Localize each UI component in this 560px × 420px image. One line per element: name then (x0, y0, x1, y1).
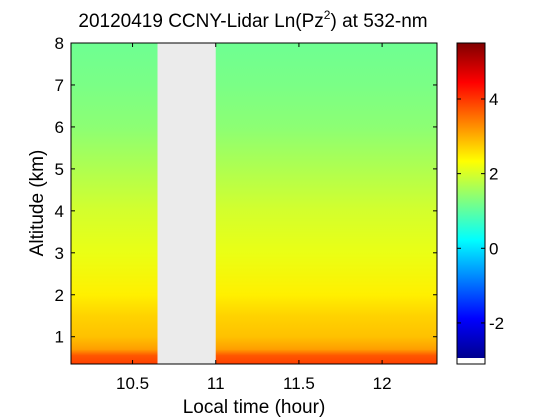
y-tick-label: 4 (55, 202, 64, 221)
y-tick-label: 1 (55, 328, 64, 347)
y-tick-label: 5 (55, 160, 64, 179)
x-tick-label: 11.5 (283, 374, 315, 393)
x-tick-label: 11 (207, 374, 225, 393)
x-axis: 10.5 11 11.5 12 (116, 43, 392, 393)
colorbar: -2 0 2 4 (456, 42, 504, 365)
title-superscript: 2 (324, 8, 331, 22)
no-data-gap (157, 43, 216, 364)
colorbar-gradient (457, 43, 485, 358)
colorbar-tick-label: -2 (489, 314, 504, 333)
chart-title: 20120419 CCNY-Lidar Ln(Pz2) at 532-nm (78, 8, 427, 32)
y-tick-label: 2 (55, 286, 64, 305)
x-tick-label: 12 (373, 374, 392, 393)
y-axis-label: Altitude (km) (27, 150, 48, 257)
plot-area (71, 43, 437, 364)
title-main: 20120419 CCNY-Lidar Ln(Pz (78, 11, 323, 32)
plot-frame (70, 42, 438, 365)
colorbar-tick-label: 2 (489, 165, 498, 184)
heatmap-field (71, 43, 437, 364)
y-axis: 1 2 3 4 5 6 7 8 (55, 34, 437, 347)
y-tick-label: 7 (55, 76, 64, 95)
y-tick-label: 6 (55, 118, 64, 137)
x-tick-label: 10.5 (116, 374, 149, 393)
colorbar-tick-label: 4 (489, 90, 498, 109)
title-suffix: ) at 532-nm (330, 11, 427, 32)
y-tick-label: 8 (55, 34, 64, 53)
x-axis-label: Local time (hour) (183, 397, 326, 418)
y-tick-label: 3 (55, 244, 64, 263)
colorbar-tick-label: 0 (489, 239, 498, 258)
colorbar-frame (456, 42, 486, 365)
